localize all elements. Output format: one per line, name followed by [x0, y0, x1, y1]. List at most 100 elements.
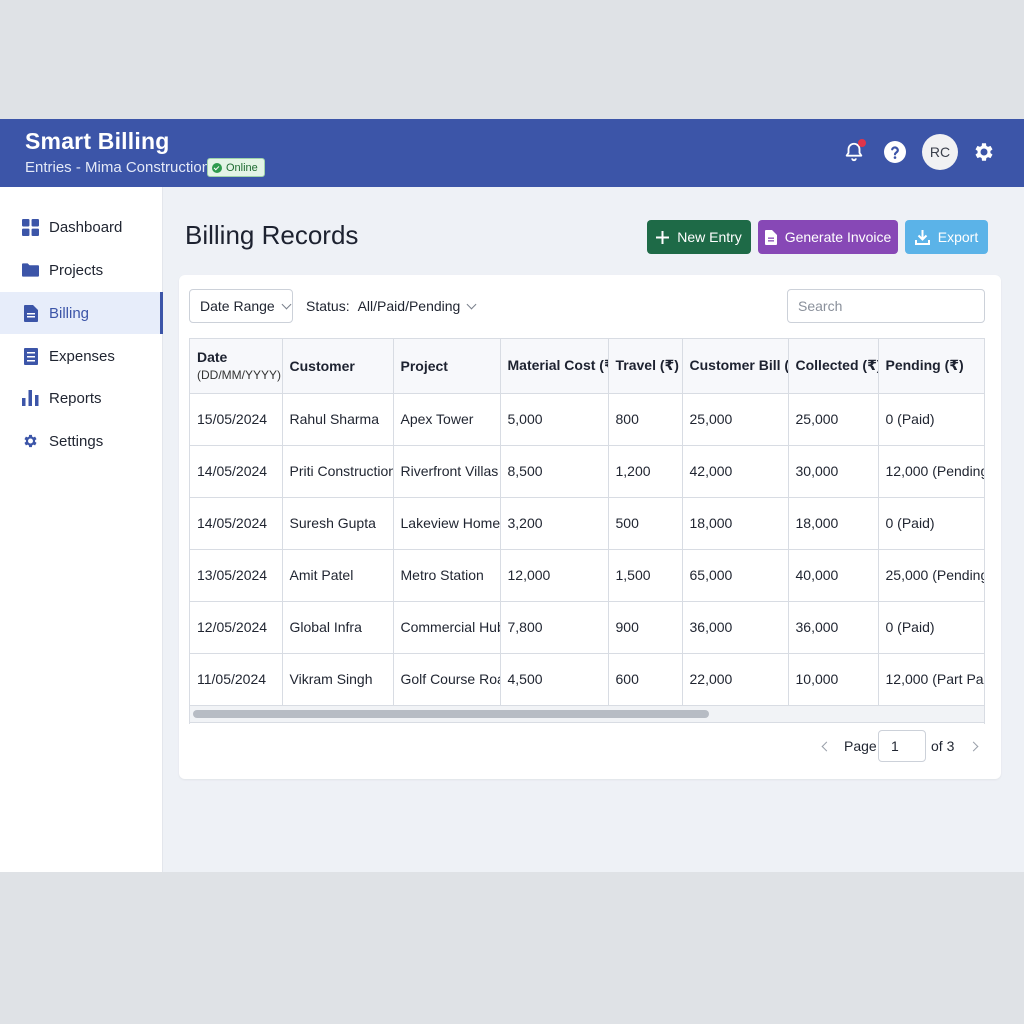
cell-collected: 10,000 [788, 653, 879, 706]
billing-table: Date (DD/MM/YYYY) Customer Project Mater… [190, 339, 984, 706]
cell-material-cost: 4,500 [500, 653, 609, 706]
page-total-label: of 3 [931, 738, 955, 754]
gear-icon [975, 143, 993, 161]
previous-page-button[interactable] [819, 730, 833, 762]
date-range-filter[interactable]: Date Range [189, 289, 293, 323]
cell-date: 14/05/2024 [190, 445, 283, 498]
export-label: Export [937, 229, 979, 245]
cell-travel: 500 [608, 497, 683, 550]
app-title: Smart Billing [25, 128, 170, 154]
cell-pending: 25,000 (Pending) [878, 549, 984, 602]
sidebar-item-label: Reports [49, 389, 102, 407]
next-page-button[interactable] [966, 730, 980, 762]
gear-icon [22, 433, 39, 450]
chevron-down-icon [281, 299, 292, 309]
column-header-customer[interactable]: Customer [282, 339, 394, 394]
sidebar: Dashboard Projects Billing Expenses Repo… [0, 187, 163, 872]
sidebar-item-reports[interactable]: Reports [0, 377, 163, 419]
generate-invoice-label: Generate Invoice [784, 229, 892, 245]
cell-customer-bill: 22,000 [682, 653, 789, 706]
table-row[interactable]: 13/05/2024 Amit Patel Metro Station 12,0… [190, 549, 984, 602]
folder-icon [22, 262, 39, 279]
app-window: Smart Billing Entries - Mima Constructio… [0, 119, 1024, 872]
cell-material-cost: 7,800 [500, 601, 609, 654]
column-header-customer-bill[interactable]: Customer Bill (₹) [682, 339, 789, 394]
cell-travel: 800 [608, 393, 683, 446]
notifications-button[interactable] [840, 138, 868, 166]
cell-customer-bill: 42,000 [682, 445, 789, 498]
scrollbar-thumb[interactable] [193, 710, 709, 718]
cell-collected: 25,000 [788, 393, 879, 446]
search-input[interactable] [787, 289, 985, 323]
horizontal-scrollbar[interactable] [189, 705, 985, 723]
avatar[interactable]: RC [922, 134, 958, 170]
cell-collected: 30,000 [788, 445, 879, 498]
document-icon [764, 229, 777, 245]
cell-collected: 36,000 [788, 601, 879, 654]
date-range-label: Date Range [200, 298, 275, 314]
cell-customer: Suresh Gupta [282, 497, 394, 550]
page-number-input[interactable] [878, 730, 926, 762]
help-button[interactable] [881, 138, 909, 166]
table-row[interactable]: 15/05/2024 Rahul Sharma Apex Tower 5,000… [190, 393, 984, 446]
notification-dot [858, 139, 866, 147]
settings-button[interactable] [970, 138, 998, 166]
cell-pending: 0 (Paid) [878, 393, 984, 446]
sidebar-item-projects[interactable]: Projects [0, 249, 163, 291]
cell-pending: 0 (Paid) [878, 601, 984, 654]
table-row[interactable]: 11/05/2024 Vikram Singh Golf Course Road… [190, 653, 984, 706]
cell-pending: 12,000 (Part Paid) [878, 653, 984, 706]
column-header-date[interactable]: Date (DD/MM/YYYY) [190, 339, 283, 394]
cell-customer-bill: 65,000 [682, 549, 789, 602]
cell-project: Apex Tower [393, 393, 501, 446]
table-row[interactable]: 14/05/2024 Suresh Gupta Lakeview Homes 3… [190, 497, 984, 550]
cell-project: Riverfront Villas [393, 445, 501, 498]
cell-project: Commercial Hub [393, 601, 501, 654]
generate-invoice-button[interactable]: Generate Invoice [758, 220, 898, 254]
chevron-left-icon [821, 741, 831, 751]
column-header-travel[interactable]: Travel (₹) [608, 339, 683, 394]
sidebar-item-settings[interactable]: Settings [0, 420, 163, 462]
column-header-label: Date [197, 349, 228, 366]
cell-pending: 12,000 (Pending) [878, 445, 984, 498]
download-icon [914, 229, 930, 245]
cell-travel: 600 [608, 653, 683, 706]
bell-icon [845, 142, 863, 162]
cell-collected: 18,000 [788, 497, 879, 550]
cell-customer: Rahul Sharma [282, 393, 394, 446]
cell-project: Lakeview Homes [393, 497, 501, 550]
sidebar-item-label: Projects [49, 261, 104, 279]
export-button[interactable]: Export [905, 220, 988, 254]
cell-customer: Global Infra [282, 601, 394, 654]
column-header-material-cost[interactable]: Material Cost (₹) [500, 339, 609, 394]
sidebar-item-billing[interactable]: Billing [0, 292, 163, 334]
table-row[interactable]: 14/05/2024 Priti Constructions Riverfron… [190, 445, 984, 498]
sidebar-item-expenses[interactable]: Expenses [0, 335, 163, 377]
status-filter[interactable]: Status: All/Paid/Pending [306, 289, 477, 323]
chevron-down-icon [466, 299, 477, 309]
table-row[interactable]: 12/05/2024 Global Infra Commercial Hub 7… [190, 601, 984, 654]
cell-customer: Amit Patel [282, 549, 394, 602]
grid-icon [22, 218, 39, 236]
column-header-collected[interactable]: Collected (₹) [788, 339, 879, 394]
help-icon [884, 141, 906, 163]
sidebar-item-label: Billing [49, 304, 90, 322]
cell-customer-bill: 25,000 [682, 393, 789, 446]
cell-date: 11/05/2024 [190, 653, 283, 706]
cell-date: 14/05/2024 [190, 497, 283, 550]
column-header-pending[interactable]: Pending (₹) [878, 339, 984, 394]
cell-project: Metro Station [393, 549, 501, 602]
list-icon [22, 347, 39, 365]
new-entry-button[interactable]: New Entry [647, 220, 751, 254]
cell-material-cost: 8,500 [500, 445, 609, 498]
document-icon [22, 304, 39, 322]
check-circle-icon [212, 162, 222, 173]
cell-customer: Priti Constructions [282, 445, 394, 498]
cell-date: 13/05/2024 [190, 549, 283, 602]
page-label: Page [844, 738, 877, 754]
cell-material-cost: 3,200 [500, 497, 609, 550]
sidebar-item-dashboard[interactable]: Dashboard [0, 206, 163, 248]
column-header-project[interactable]: Project [393, 339, 501, 394]
cell-travel: 1,500 [608, 549, 683, 602]
app-subtitle: Entries - Mima Construction [25, 159, 211, 176]
